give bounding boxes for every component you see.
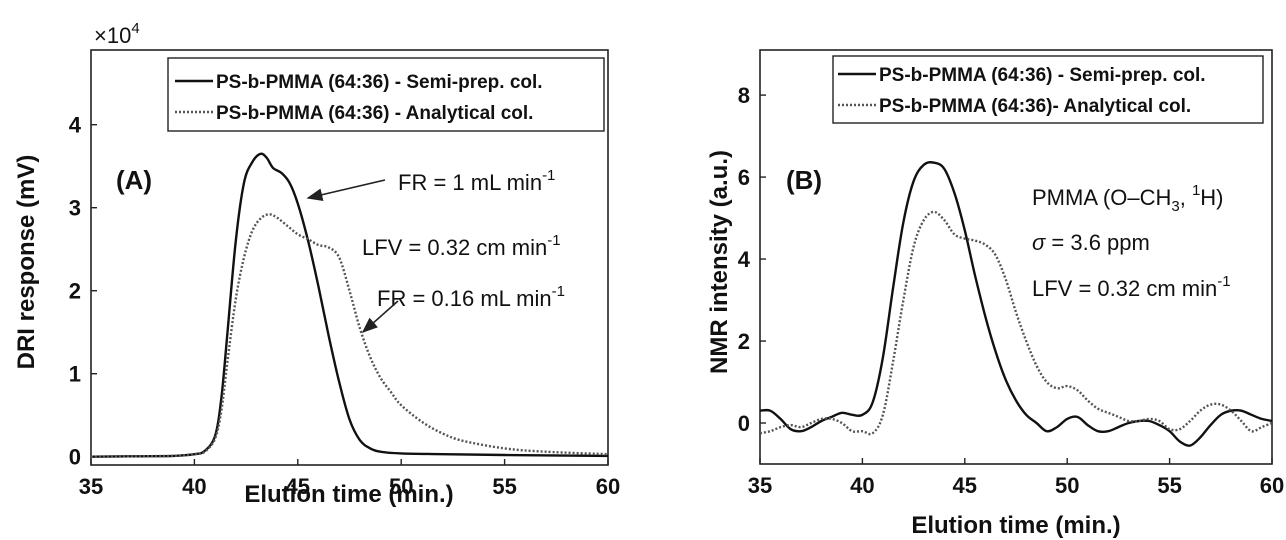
annotation-fr-semi-prep: FR = 1 mL min-1 <box>398 167 555 195</box>
y-tick-label: 4 <box>738 247 751 272</box>
x-tick-label: 50 <box>1055 473 1079 498</box>
annotation-lfv-a: LFV = 0.32 cm min-1 <box>362 232 561 260</box>
x-tick-label: 50 <box>389 474 413 499</box>
series-line-analytical-a <box>90 213 609 458</box>
annotation-sigma: σ = 3.6 ppm <box>1032 230 1150 255</box>
x-axis-label-b: Elution time (min.) <box>911 512 1120 539</box>
panel-b: 35 40 45 50 55 60 0 2 4 6 8 PS-b-PMMA (64:36) - Se… <box>706 49 1284 539</box>
annotation-pmma: PMMA (O–CH3, 1H) <box>1032 182 1224 215</box>
panel-label-a: (A) <box>116 165 152 195</box>
x-tick-label: 60 <box>596 474 620 499</box>
ticks-b: 35 40 45 50 55 60 0 2 4 6 8 <box>738 83 1284 498</box>
legend-b: PS-b-PMMA (64:36) - Semi-prep. col. PS-b… <box>832 55 1264 124</box>
plot-frame-a <box>90 49 609 466</box>
y-axis-label-a: DRI response (mV) <box>13 155 40 370</box>
ticks-a: 35 40 45 50 55 60 0 1 2 3 4 <box>69 113 620 499</box>
x-tick-label: 60 <box>1260 473 1284 498</box>
x-tick-label: 40 <box>182 474 206 499</box>
y-multiplier-a: ×104 <box>94 20 140 48</box>
legend-box-a <box>167 57 605 132</box>
x-tick-label: 45 <box>286 474 310 499</box>
y-tick-label: 2 <box>738 329 750 354</box>
plot-frame-b <box>759 49 1273 465</box>
annotation-lfv-b: LFV = 0.32 cm min-1 <box>1032 273 1231 301</box>
x-tick-label: 45 <box>953 473 977 498</box>
y-tick-label: 3 <box>69 196 81 221</box>
y-tick-label: 0 <box>69 445 81 470</box>
x-tick-label: 35 <box>748 473 772 498</box>
y-tick-label: 8 <box>738 83 750 108</box>
series-line-semi-prep-b <box>759 161 1273 447</box>
x-tick-label: 40 <box>850 473 874 498</box>
panel-label-b: (B) <box>786 165 822 195</box>
annotation-arrow-semi-prep <box>306 179 386 201</box>
annotation-arrow-analytical <box>361 300 399 334</box>
legend-label-semi-prep-a: PS-b-PMMA (64:36) - Semi-prep. col. <box>216 72 543 93</box>
x-tick-label: 35 <box>79 474 103 499</box>
legend-label-analytical-b: PS-b-PMMA (64:36)- Analytical col. <box>879 96 1191 117</box>
y-tick-label: 6 <box>738 165 750 190</box>
y-tick-label: 2 <box>69 279 81 304</box>
x-axis-label-a: Elution time (min.) <box>244 481 453 508</box>
legend-label-semi-prep-b: PS-b-PMMA (64:36) - Semi-prep. col. <box>879 65 1206 86</box>
y-tick-label: 0 <box>738 411 750 436</box>
legend-a: PS-b-PMMA (64:36) - Semi-prep. col. PS-b… <box>167 57 605 132</box>
y-axis-label-b: NMR intensity (a.u.) <box>706 150 733 374</box>
legend-box-b <box>832 55 1264 124</box>
y-tick-label: 1 <box>69 362 81 387</box>
x-tick-label: 55 <box>492 474 516 499</box>
y-tick-label: 4 <box>69 113 82 138</box>
annotation-fr-analytical: FR = 0.16 mL min-1 <box>377 283 565 311</box>
panel-a: 35 40 45 50 55 60 0 1 2 3 4 ×104 PS-b-PMMA (64:36)… <box>13 20 620 508</box>
legend-label-analytical-a: PS-b-PMMA (64:36) - Analytical col. <box>216 103 533 124</box>
series-line-analytical-b <box>759 210 1273 436</box>
x-tick-label: 55 <box>1157 473 1181 498</box>
